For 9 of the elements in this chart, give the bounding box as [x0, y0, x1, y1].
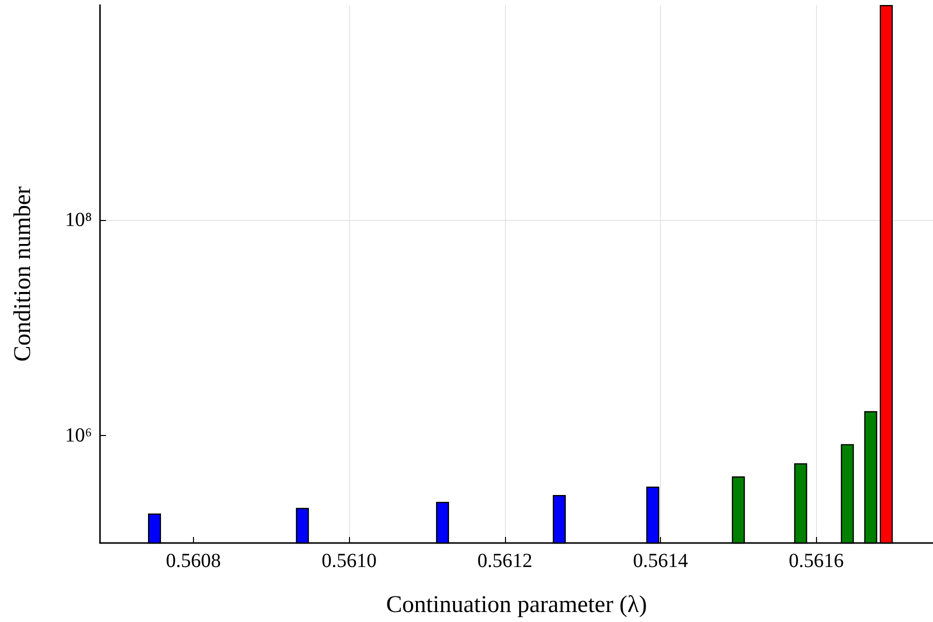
x-tick-label: 0.5612 — [477, 550, 532, 572]
x-axis-title: Continuation parameter (λ) — [386, 592, 647, 618]
y-tick-label: 10⁸ — [65, 209, 92, 232]
x-tick-label: 0.5608 — [166, 550, 221, 572]
y-axis-title: Condition number — [10, 186, 36, 362]
x-tick-label: 0.5616 — [788, 550, 844, 572]
y-tick-label: 10⁶ — [65, 424, 92, 446]
x-tick-label: 0.5614 — [633, 550, 688, 572]
x-tick-label: 0.5610 — [322, 550, 377, 572]
